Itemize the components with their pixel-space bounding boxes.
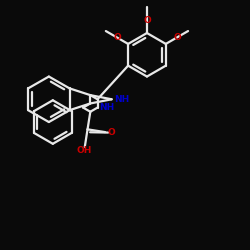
Text: O: O (107, 128, 115, 136)
Text: O: O (143, 16, 151, 25)
Text: O: O (173, 33, 181, 42)
Text: NH: NH (114, 95, 129, 104)
Text: OH: OH (76, 146, 92, 155)
Text: O: O (113, 33, 121, 42)
Text: NH: NH (100, 103, 115, 112)
